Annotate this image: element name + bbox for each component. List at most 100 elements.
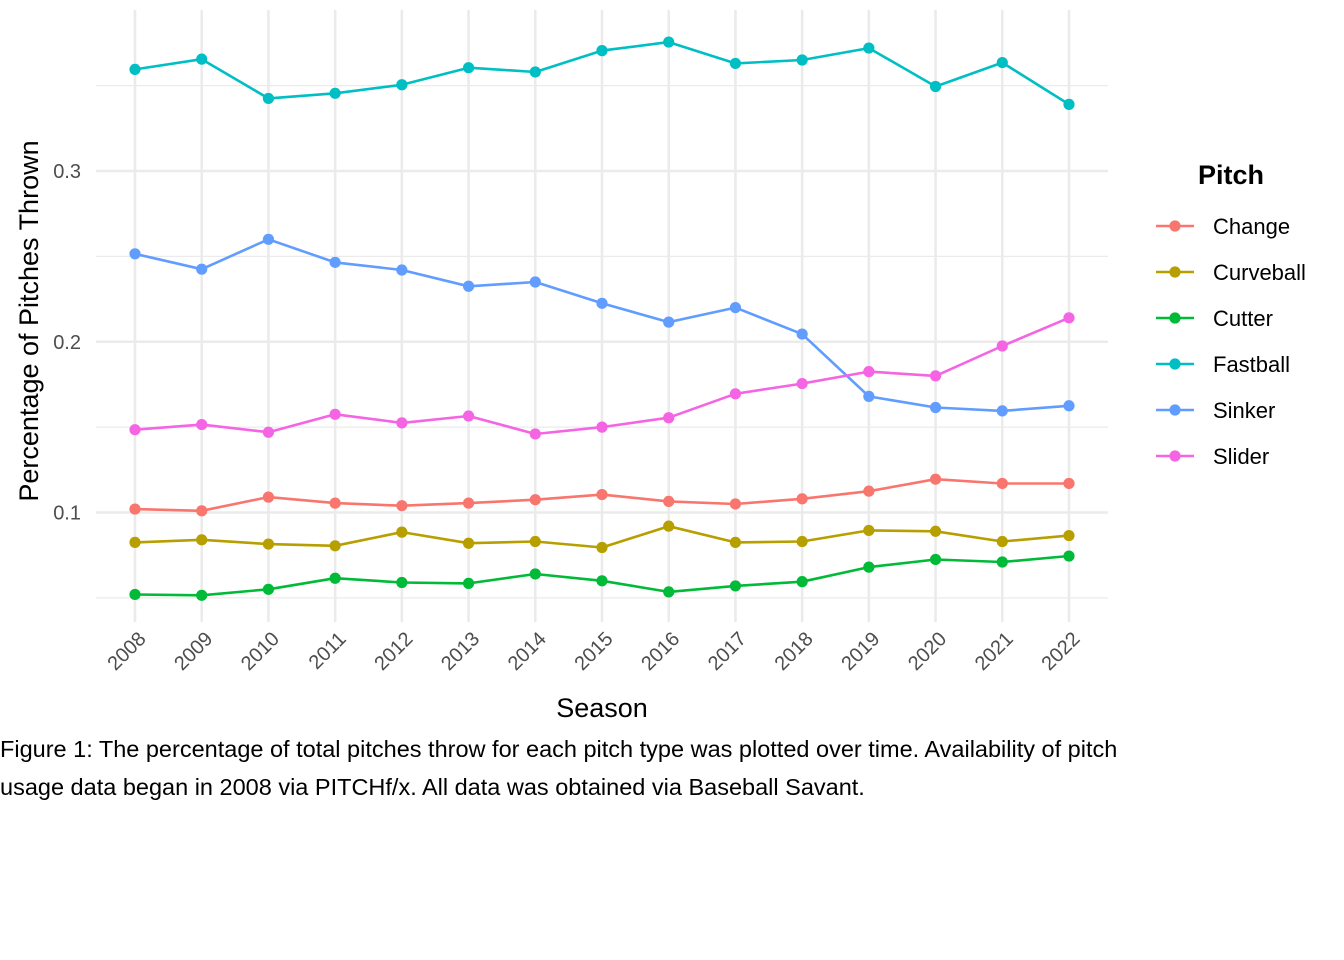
x-tick-label: 2016	[637, 628, 684, 675]
legend-label: Slider	[1213, 444, 1269, 469]
legend: Pitch Change Curveball Cutter Fastball Sinke…	[1156, 160, 1306, 469]
point-cutter-2018	[796, 576, 808, 588]
x-tick-label: 2017	[704, 628, 751, 675]
point-change-2011	[329, 497, 341, 509]
point-cutter-2019	[863, 561, 875, 573]
point-change-2015	[596, 488, 608, 501]
point-cutter-2016	[663, 586, 675, 598]
point-curveball-2008	[129, 536, 141, 548]
point-change-2019	[863, 485, 875, 497]
point-fastball-2009	[196, 53, 208, 65]
point-sinker-2015	[596, 297, 608, 309]
point-sinker-2017	[729, 302, 742, 314]
point-curveball-2013	[462, 537, 475, 549]
point-cutter-2022	[1063, 550, 1075, 562]
legend-key-point	[1169, 312, 1181, 324]
y-tick-label: 0.2	[53, 332, 81, 354]
point-curveball-2010	[262, 538, 275, 550]
point-fastball-2020	[929, 80, 942, 93]
point-change-2012	[396, 500, 408, 512]
y-tick-label: 0.1	[53, 503, 81, 525]
point-fastball-2011	[329, 87, 341, 99]
point-cutter-2010	[262, 583, 275, 595]
point-slider-2013	[462, 410, 475, 422]
point-fastball-2017	[729, 57, 742, 70]
point-curveball-2015	[596, 541, 608, 554]
point-cutter-2017	[729, 580, 742, 592]
y-axis-ticks: 0.1 0.2 0.3	[53, 161, 81, 525]
point-fastball-2022	[1063, 98, 1075, 111]
point-change-2016	[663, 495, 675, 508]
point-sinker-2021	[996, 405, 1008, 417]
point-sinker-2008	[129, 248, 141, 260]
x-tick-label: 2015	[571, 628, 618, 675]
legend-key-point	[1169, 266, 1181, 278]
point-sinker-2011	[329, 256, 341, 268]
point-cutter-2020	[929, 553, 942, 566]
legend-item-cutter: Cutter	[1156, 306, 1273, 331]
point-curveball-2018	[796, 535, 808, 548]
point-fastball-2018	[796, 54, 808, 66]
x-axis-ticks: 2008 2009 2010 2011 2012 2013 2014 2015 2016 2017…	[104, 628, 1085, 675]
point-change-2022	[1063, 477, 1075, 490]
point-curveball-2009	[196, 534, 208, 546]
point-curveball-2017	[729, 536, 742, 548]
point-curveball-2016	[663, 520, 675, 532]
legend-item-slider: Slider	[1156, 444, 1269, 469]
legend-label: Fastball	[1213, 352, 1290, 377]
point-sinker-2013	[462, 280, 475, 292]
series-lines	[129, 36, 1075, 601]
point-slider-2021	[996, 340, 1008, 352]
legend-key-point	[1169, 404, 1181, 416]
caption-line-1: Figure 1: The percentage of total pitche…	[0, 736, 1118, 762]
point-cutter-2009	[196, 589, 208, 601]
x-tick-label: 2012	[370, 628, 417, 675]
x-tick-label: 2019	[837, 628, 884, 675]
point-fastball-2021	[996, 56, 1008, 69]
point-change-2018	[796, 493, 808, 505]
point-cutter-2014	[529, 568, 541, 580]
point-cutter-2013	[462, 577, 475, 589]
point-curveball-2020	[929, 525, 942, 537]
x-tick-label: 2013	[437, 628, 484, 675]
x-tick-label: 2010	[237, 628, 284, 675]
point-slider-2016	[663, 412, 675, 424]
x-tick-label: 2018	[771, 628, 818, 675]
point-slider-2015	[596, 421, 608, 433]
x-tick-label: 2008	[104, 628, 151, 675]
point-sinker-2018	[796, 328, 808, 340]
point-cutter-2012	[396, 576, 408, 589]
caption-line-2: usage data began in 2008 via PITCHf/x. A…	[0, 774, 865, 800]
point-change-2021	[996, 477, 1008, 490]
point-slider-2017	[729, 388, 742, 400]
point-sinker-2022	[1063, 400, 1075, 412]
point-sinker-2019	[863, 390, 875, 402]
point-fastball-2016	[663, 36, 675, 48]
point-sinker-2020	[929, 401, 942, 414]
legend-label: Change	[1213, 214, 1290, 239]
legend-title: Pitch	[1198, 160, 1264, 190]
point-slider-2009	[196, 418, 208, 431]
point-cutter-2021	[996, 556, 1008, 568]
x-tick-label: 2009	[170, 628, 217, 675]
grid-lines	[96, 10, 1108, 622]
point-change-2008	[129, 503, 141, 515]
legend-key-point	[1169, 220, 1181, 232]
x-tick-label: 2022	[1038, 628, 1085, 675]
x-tick-label: 2011	[305, 628, 351, 674]
point-cutter-2008	[129, 588, 141, 601]
point-slider-2010	[262, 426, 275, 438]
point-slider-2014	[529, 428, 541, 440]
x-axis-title: Season	[556, 693, 648, 723]
point-fastball-2014	[529, 66, 541, 78]
point-curveball-2021	[996, 535, 1008, 548]
point-change-2017	[729, 498, 742, 510]
y-axis-title: Percentage of Pitches Thrown	[14, 140, 44, 501]
point-change-2014	[529, 494, 541, 506]
legend-item-sinker: Sinker	[1156, 398, 1275, 423]
point-fastball-2019	[863, 42, 875, 54]
point-fastball-2010	[262, 92, 275, 105]
y-tick-label: 0.3	[53, 161, 81, 183]
point-sinker-2010	[262, 233, 275, 245]
point-slider-2022	[1063, 312, 1075, 324]
